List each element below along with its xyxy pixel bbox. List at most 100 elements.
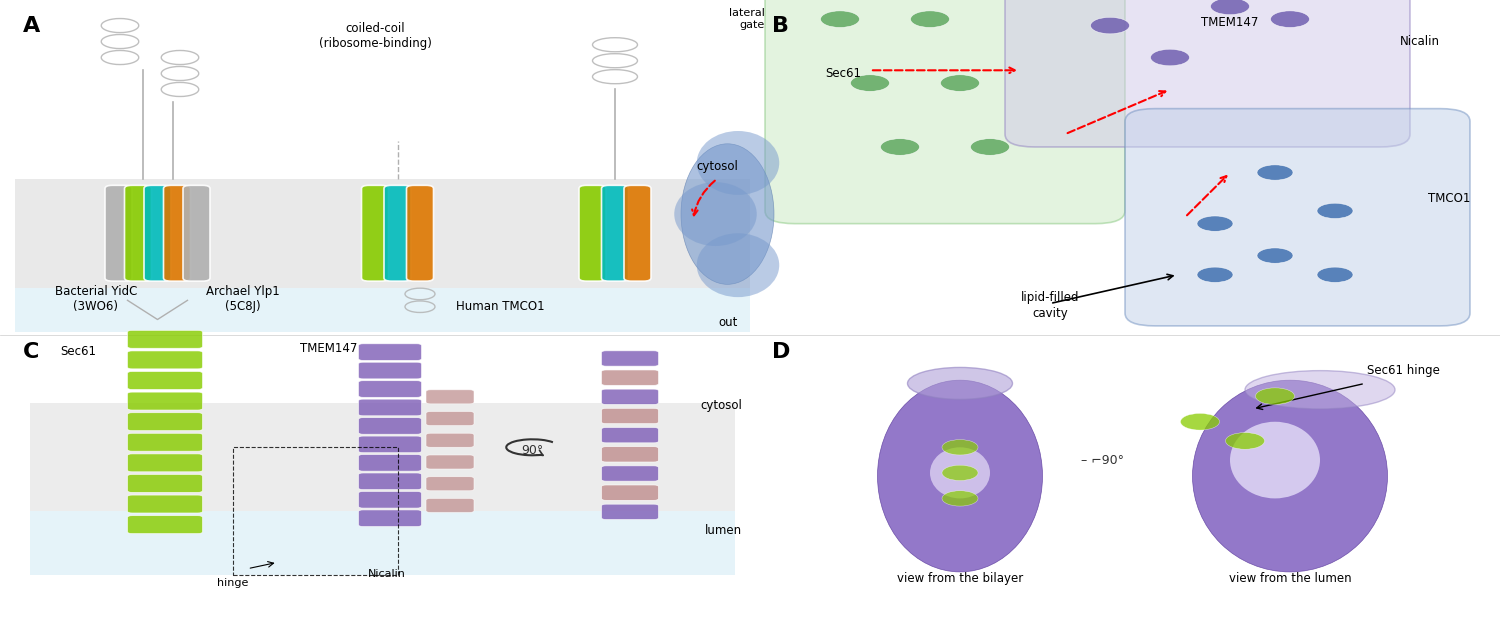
Text: cytosol: cytosol — [700, 399, 742, 412]
Circle shape — [942, 440, 978, 455]
FancyBboxPatch shape — [426, 455, 474, 469]
FancyBboxPatch shape — [602, 370, 658, 385]
FancyBboxPatch shape — [358, 362, 422, 379]
Text: Sec61: Sec61 — [60, 345, 96, 358]
FancyBboxPatch shape — [602, 351, 658, 366]
FancyBboxPatch shape — [358, 454, 422, 471]
Circle shape — [970, 139, 1010, 155]
Circle shape — [1317, 203, 1353, 219]
Text: view from the bilayer: view from the bilayer — [897, 572, 1023, 585]
Text: 90°: 90° — [522, 444, 543, 457]
Text: – ⌐90°: – ⌐90° — [1082, 454, 1124, 466]
Circle shape — [1210, 0, 1249, 15]
FancyBboxPatch shape — [128, 392, 202, 410]
Text: lumen: lumen — [705, 524, 742, 537]
Text: Archael Ylp1
(5C8J): Archael Ylp1 (5C8J) — [206, 285, 279, 313]
Circle shape — [1257, 165, 1293, 180]
FancyBboxPatch shape — [358, 344, 422, 360]
FancyBboxPatch shape — [579, 185, 606, 281]
Circle shape — [880, 139, 920, 155]
Text: out: out — [718, 316, 738, 329]
FancyBboxPatch shape — [128, 413, 202, 431]
Ellipse shape — [681, 144, 774, 284]
FancyBboxPatch shape — [602, 504, 658, 520]
Ellipse shape — [696, 131, 780, 195]
Ellipse shape — [1245, 371, 1395, 409]
FancyBboxPatch shape — [358, 436, 422, 452]
FancyBboxPatch shape — [602, 185, 628, 281]
Ellipse shape — [1230, 422, 1320, 498]
Ellipse shape — [930, 447, 990, 498]
Text: lateral
gate: lateral gate — [729, 8, 765, 30]
FancyBboxPatch shape — [358, 418, 422, 435]
FancyBboxPatch shape — [406, 185, 433, 281]
FancyBboxPatch shape — [124, 185, 152, 281]
Text: Nicalin: Nicalin — [1400, 35, 1440, 48]
Text: TMEM147: TMEM147 — [300, 342, 357, 355]
Text: lipid-filled
cavity: lipid-filled cavity — [1020, 291, 1080, 320]
FancyBboxPatch shape — [602, 427, 658, 443]
Circle shape — [1226, 433, 1264, 449]
FancyBboxPatch shape — [358, 473, 422, 489]
Text: hinge: hinge — [217, 578, 249, 589]
FancyBboxPatch shape — [183, 185, 210, 281]
Ellipse shape — [675, 182, 756, 246]
Text: TMEM147: TMEM147 — [1202, 16, 1258, 29]
Circle shape — [821, 11, 860, 27]
FancyBboxPatch shape — [30, 511, 735, 575]
Text: Bacterial YidC
(3WO6): Bacterial YidC (3WO6) — [54, 285, 136, 313]
FancyBboxPatch shape — [602, 447, 658, 462]
FancyBboxPatch shape — [128, 330, 202, 348]
FancyBboxPatch shape — [128, 454, 202, 472]
FancyBboxPatch shape — [426, 412, 474, 426]
FancyBboxPatch shape — [30, 403, 735, 511]
Circle shape — [1257, 248, 1293, 263]
FancyBboxPatch shape — [1125, 109, 1470, 326]
FancyBboxPatch shape — [15, 288, 750, 332]
Circle shape — [940, 75, 980, 91]
FancyBboxPatch shape — [15, 179, 750, 288]
Text: D: D — [772, 342, 790, 362]
Text: A: A — [22, 16, 39, 36]
Circle shape — [1180, 413, 1219, 430]
Text: coiled-coil
(ribosome-binding): coiled-coil (ribosome-binding) — [318, 22, 432, 50]
Ellipse shape — [696, 233, 780, 297]
FancyBboxPatch shape — [602, 466, 658, 481]
FancyBboxPatch shape — [426, 390, 474, 404]
FancyBboxPatch shape — [358, 381, 422, 397]
Text: Nicalin: Nicalin — [368, 569, 405, 579]
Circle shape — [1090, 17, 1130, 34]
Ellipse shape — [1192, 380, 1388, 572]
Circle shape — [910, 11, 950, 27]
FancyBboxPatch shape — [602, 485, 658, 500]
FancyBboxPatch shape — [105, 185, 132, 281]
Text: Sec61 hinge: Sec61 hinge — [1366, 364, 1440, 377]
FancyBboxPatch shape — [128, 475, 202, 493]
FancyBboxPatch shape — [358, 510, 422, 527]
FancyBboxPatch shape — [128, 495, 202, 513]
FancyBboxPatch shape — [128, 351, 202, 369]
Text: Sec61: Sec61 — [825, 67, 861, 80]
Text: B: B — [772, 16, 789, 36]
FancyBboxPatch shape — [144, 185, 171, 281]
Text: cytosol: cytosol — [696, 160, 738, 173]
FancyBboxPatch shape — [384, 185, 411, 281]
FancyBboxPatch shape — [128, 371, 202, 389]
Circle shape — [1150, 49, 1190, 66]
Circle shape — [850, 75, 889, 91]
FancyBboxPatch shape — [602, 408, 658, 424]
Circle shape — [1256, 388, 1294, 404]
FancyBboxPatch shape — [624, 185, 651, 281]
Circle shape — [942, 491, 978, 506]
FancyBboxPatch shape — [426, 477, 474, 491]
Circle shape — [1270, 11, 1310, 27]
Ellipse shape — [878, 380, 1042, 572]
Text: Human TMCO1: Human TMCO1 — [456, 300, 544, 313]
Text: view from the lumen: view from the lumen — [1228, 572, 1352, 585]
FancyBboxPatch shape — [358, 399, 422, 416]
FancyBboxPatch shape — [128, 433, 202, 451]
Circle shape — [1317, 267, 1353, 282]
Ellipse shape — [908, 367, 1013, 399]
FancyBboxPatch shape — [1005, 0, 1410, 147]
FancyBboxPatch shape — [358, 491, 422, 508]
